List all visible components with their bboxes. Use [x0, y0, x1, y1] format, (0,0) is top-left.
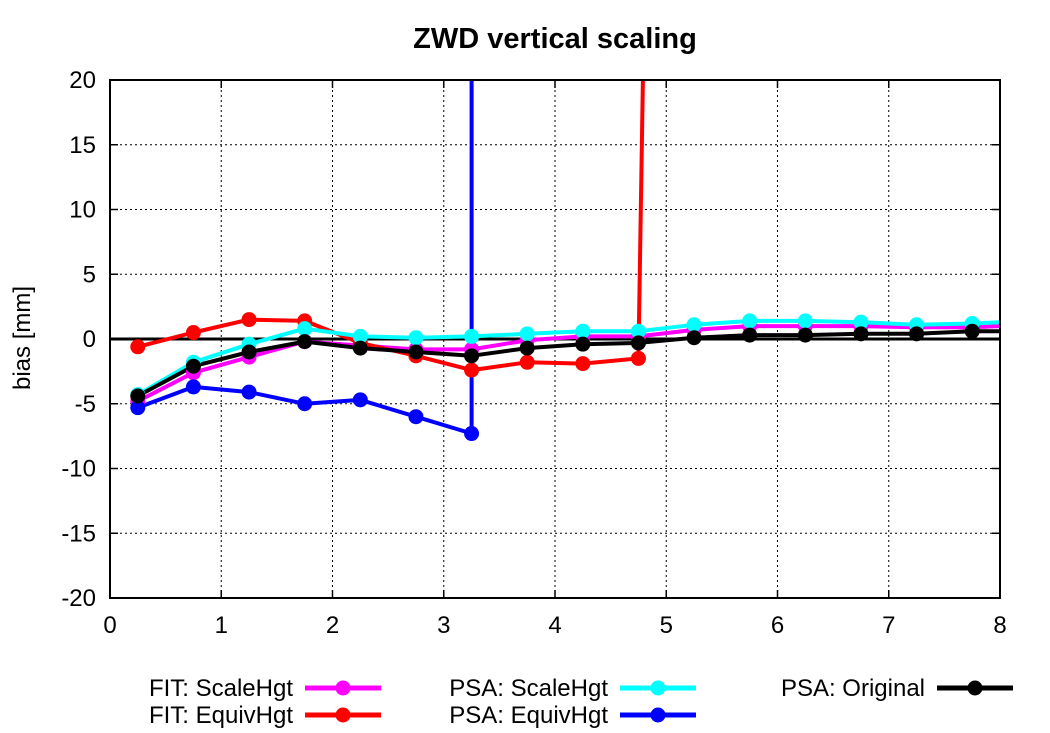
data-point-psa-original	[241, 344, 257, 360]
y-tick-label: -5	[75, 391, 96, 418]
plot-area	[130, 80, 1000, 442]
data-point-psa-original	[408, 344, 424, 360]
data-point-psa-original	[464, 348, 480, 364]
data-point-psa-original	[909, 326, 925, 342]
legend-marker-psa-original	[967, 680, 983, 696]
data-point-psa-scalehgt	[519, 326, 535, 342]
data-point-psa-original	[742, 327, 758, 343]
data-point-psa-equivhgt	[130, 400, 146, 416]
data-point-psa-scalehgt	[797, 313, 813, 329]
y-tick-label: -15	[61, 520, 96, 547]
data-point-psa-original	[519, 340, 535, 356]
data-point-psa-scalehgt	[630, 323, 646, 339]
y-tick-label: 15	[69, 132, 96, 159]
data-point-psa-equivhgt	[185, 379, 201, 395]
data-point-fit-equivhgt	[575, 356, 591, 372]
data-point-psa-original	[575, 336, 591, 352]
data-point-fit-equivhgt	[630, 350, 646, 366]
data-point-psa-scalehgt	[686, 317, 702, 333]
y-tick-label: 20	[69, 67, 96, 94]
data-point-fit-equivhgt	[241, 312, 257, 328]
data-point-psa-scalehgt	[352, 328, 368, 344]
data-point-fit-equivhgt	[185, 325, 201, 341]
legend-marker-fit-scalehgt	[335, 680, 351, 696]
data-point-fit-equivhgt	[464, 362, 480, 378]
x-tick-label: 2	[326, 612, 339, 639]
legend-label-psa-equivhgt: PSA: EquivHgt	[449, 702, 608, 729]
x-tick-label: 4	[548, 612, 561, 639]
x-tick-label: 6	[771, 612, 784, 639]
data-point-psa-original	[797, 327, 813, 343]
data-point-psa-equivhgt	[464, 426, 480, 442]
y-tick-label: -10	[61, 456, 96, 483]
series-line-fit-equivhgt	[137, 80, 645, 373]
data-point-psa-original	[352, 340, 368, 356]
data-point-psa-scalehgt	[464, 328, 480, 344]
data-point-psa-scalehgt	[575, 323, 591, 339]
data-point-psa-scalehgt	[853, 314, 869, 330]
legend-marker-psa-scalehgt	[650, 680, 666, 696]
legend-marker-fit-equivhgt	[335, 707, 351, 723]
series-line-psa-equivhgt	[137, 80, 474, 436]
data-point-psa-scalehgt	[408, 330, 424, 346]
data-point-fit-equivhgt	[519, 354, 535, 370]
data-point-psa-scalehgt	[742, 313, 758, 329]
data-point-psa-equivhgt	[241, 384, 257, 400]
x-tick-label: 5	[660, 612, 673, 639]
data-point-psa-scalehgt	[297, 321, 313, 337]
data-point-psa-original	[630, 335, 646, 351]
x-tick-label: 1	[215, 612, 228, 639]
legend-label-fit-scalehgt: FIT: ScaleHgt	[149, 675, 293, 702]
data-point-psa-original	[185, 358, 201, 374]
data-point-psa-original	[297, 334, 313, 350]
x-tick-label: 0	[103, 612, 116, 639]
legend-label-fit-equivhgt: FIT: EquivHgt	[149, 702, 293, 729]
y-axis-label: bias [mm]	[9, 286, 36, 390]
x-tick-label: 8	[993, 612, 1006, 639]
x-tick-label: 3	[437, 612, 450, 639]
legend-label-psa-original: PSA: Original	[781, 675, 925, 702]
data-point-fit-equivhgt	[130, 339, 146, 355]
chart-title: ZWD vertical scaling	[413, 23, 697, 55]
y-tick-label: 10	[69, 197, 96, 224]
y-tick-label: -20	[61, 585, 96, 612]
x-tick-label: 7	[882, 612, 895, 639]
data-point-psa-original	[853, 326, 869, 342]
y-tick-label: 5	[83, 261, 96, 288]
data-point-psa-original	[686, 330, 702, 346]
data-point-psa-equivhgt	[297, 396, 313, 412]
y-tick-label: 0	[83, 326, 96, 353]
legend-marker-psa-equivhgt	[650, 707, 666, 723]
data-point-psa-original	[130, 388, 146, 404]
data-point-psa-equivhgt	[352, 392, 368, 408]
data-point-psa-equivhgt	[408, 409, 424, 425]
data-point-psa-original	[964, 323, 980, 339]
legend-label-psa-scalehgt: PSA: ScaleHgt	[449, 675, 608, 702]
axis-ticks: 0 1 2 3 4 5 6 7 8 20 15 10 5 0 -5 -10 -15 -20	[61, 67, 1006, 639]
